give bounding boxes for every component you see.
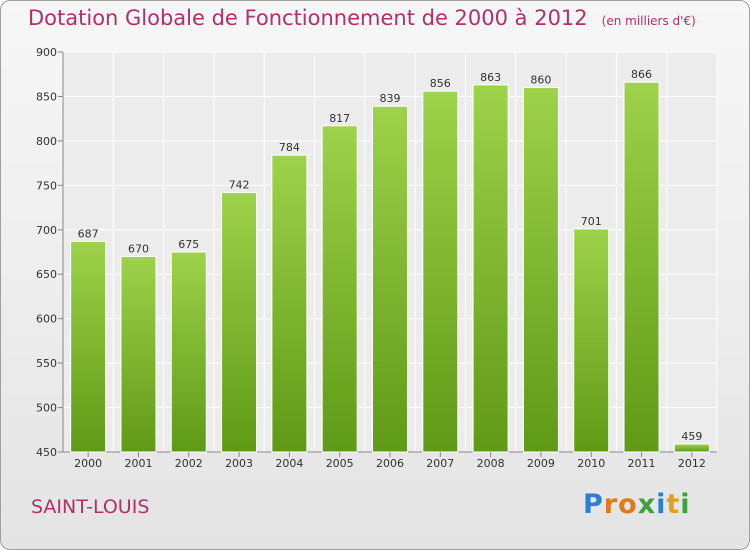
bar [673,443,710,453]
y-tick-label: 900 [36,46,57,59]
y-tick-label: 850 [36,90,57,103]
bar [573,228,610,453]
bar [422,90,459,453]
bar [372,105,408,453]
x-tick-label: 2003 [225,457,253,470]
bar [120,255,157,453]
logo-letter: P [583,489,604,520]
bar [170,251,207,453]
x-tick-label: 2009 [527,457,555,470]
x-tick-label: 2001 [124,457,152,470]
chart-unit: (en milliers d'€) [601,14,696,28]
logo-letter: o [618,489,638,520]
logo-letter: t [666,489,681,520]
bar [271,154,308,453]
proxiti-logo: Proxiti [583,489,691,520]
logo-letter: r [603,489,619,520]
bar [321,125,358,453]
chart-title: Dotation Globale de Fonctionnement de 20… [28,6,696,30]
bar-value-label: 459 [681,430,702,443]
bar-value-label: 860 [530,74,551,87]
bar-value-label: 742 [229,178,250,191]
bar [522,87,559,453]
bar [70,240,107,453]
y-tick-label: 600 [36,313,57,326]
bar-value-label: 817 [329,112,350,125]
bar-value-label: 784 [279,141,300,154]
logo-letter: i [680,489,691,520]
x-tick-label: 2000 [74,457,102,470]
y-tick-label: 650 [36,268,57,281]
bar-value-label: 856 [430,77,451,90]
y-tick-label: 500 [36,402,57,415]
y-tick-label: 800 [36,135,57,148]
place-name: SAINT-LOUIS [31,496,150,518]
x-tick-label: 2010 [577,457,605,470]
x-tick-label: 2002 [175,457,203,470]
x-tick-label: 2011 [628,457,656,470]
bar-value-label: 675 [178,238,199,251]
y-tick-label: 450 [36,446,57,459]
bar [221,191,258,453]
x-tick-label: 2006 [376,457,404,470]
bar-value-label: 866 [631,68,652,81]
y-tick-label: 700 [36,224,57,237]
x-tick-label: 2005 [326,457,354,470]
bar-value-label: 687 [78,227,99,240]
x-tick-label: 2007 [426,457,454,470]
bar-value-label: 863 [480,71,501,84]
chart-title-text: Dotation Globale de Fonctionnement de 20… [28,6,588,30]
bar-value-label: 670 [128,242,149,255]
logo-letter: i [656,489,667,520]
bar-value-label: 701 [581,215,602,228]
y-tick-label: 750 [36,179,57,192]
x-tick-label: 2012 [678,457,706,470]
bar [472,84,509,453]
bar-value-label: 839 [380,92,401,105]
bar [623,81,660,453]
x-tick-label: 2008 [477,457,505,470]
x-tick-label: 2004 [275,457,303,470]
logo-letter: x [637,489,657,520]
y-tick-label: 550 [36,357,57,370]
